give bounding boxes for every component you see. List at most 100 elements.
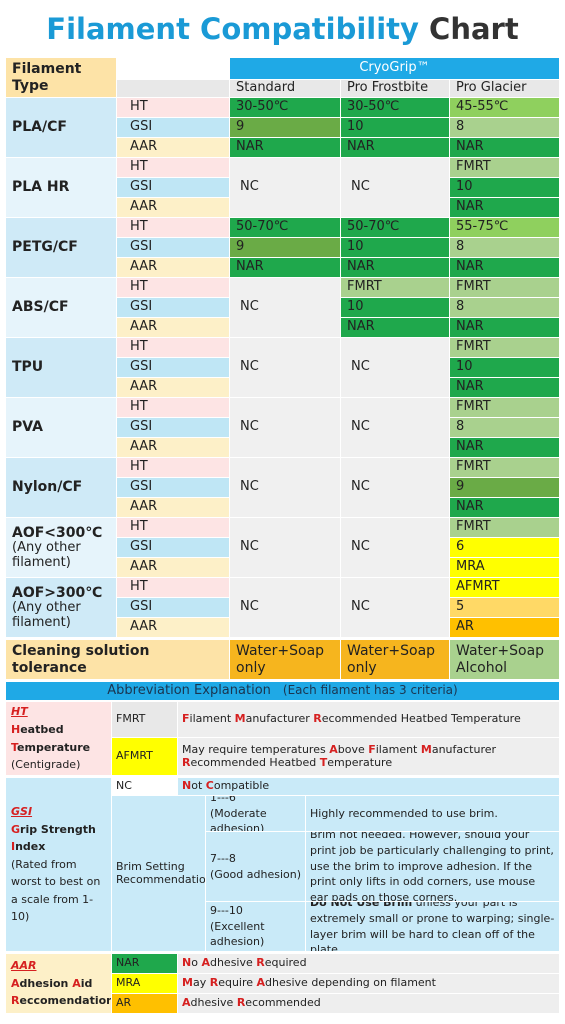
filament-cell: TPU xyxy=(6,338,116,397)
code-cell: FMRT xyxy=(112,702,177,737)
code-cell: AFMRT xyxy=(112,738,177,775)
filament-name: PVA xyxy=(12,419,43,436)
cleaning-cell: Water+Soap only xyxy=(230,640,340,679)
title-main: Filament Compatibility xyxy=(46,12,419,46)
text-run: C xyxy=(205,779,214,793)
value-cell: FMRT xyxy=(450,458,559,477)
label-note: (Rated from worst to best on a scale fro… xyxy=(11,857,101,924)
desc-cell: May Require Adhesive depending on filame… xyxy=(178,974,559,993)
value-cell: FMRT xyxy=(450,518,559,537)
label-note: (Centigrade) xyxy=(11,758,81,772)
value-cell: NAR xyxy=(341,138,449,157)
desc-cell: Adhesive Recommended xyxy=(178,994,559,1013)
legend-label: AAR Adhesion Aid Reccomendation xyxy=(6,954,111,1013)
text-run: o xyxy=(191,956,202,970)
text-run: M xyxy=(234,712,246,726)
brim-range: 7---8 (Good adhesion) xyxy=(206,832,305,901)
nc-cell: NC xyxy=(341,458,449,517)
value-cell: 10 xyxy=(341,298,449,317)
criteria-cell: AAR xyxy=(117,498,229,517)
nc-cell: NC xyxy=(230,518,340,577)
criteria-cell: HT xyxy=(117,338,229,357)
range: 9---10 xyxy=(210,904,243,918)
text-run: ecommended xyxy=(245,996,321,1010)
criteria-cell: AAR xyxy=(117,558,229,577)
column-header: Pro Frostbite xyxy=(341,80,449,97)
value-cell: NAR xyxy=(230,258,340,277)
text-run: A xyxy=(329,742,338,756)
text-run: F xyxy=(368,742,376,756)
criteria-cell: GSI xyxy=(117,178,229,197)
filament-cell: ABS/CF xyxy=(6,278,116,337)
text-run: A xyxy=(182,996,191,1010)
text-run: A xyxy=(201,956,210,970)
desc-cell: Filament Manufacturer Recommended Heatbe… xyxy=(178,702,559,737)
text-run: N xyxy=(182,779,192,793)
criteria-cell: GSI xyxy=(117,358,229,377)
title-accent: Chart xyxy=(429,12,519,46)
text-run: anufacturer xyxy=(431,742,497,756)
text-run: eatbed xyxy=(20,722,64,736)
value-cell: NAR xyxy=(450,258,559,277)
desc-cell: No Adhesive Required xyxy=(178,954,559,973)
value-cell: NAR xyxy=(450,438,559,457)
criteria-cell: AAR xyxy=(117,318,229,337)
legend-title: Abbreviation Explanation xyxy=(107,682,271,698)
nc-cell: NC xyxy=(341,338,449,397)
text-run: T xyxy=(11,740,18,754)
label-line: Grip Strength xyxy=(11,821,96,839)
filament-note: (Any other filament) xyxy=(12,599,81,630)
page-title: Filament Compatibility Chart xyxy=(0,12,565,46)
brim-desc: Highly recommended to use brim. xyxy=(306,796,559,831)
text-run: N xyxy=(182,956,192,970)
filament-note: (Any other filament) xyxy=(12,539,81,570)
criteria-cell: AAR xyxy=(117,258,229,277)
criteria-cell: HT xyxy=(117,458,229,477)
nc-cell: NC xyxy=(341,398,449,457)
filament-name: AOF>300℃ xyxy=(12,584,103,601)
criteria-cell: HT xyxy=(117,158,229,177)
filament-cell: PVA xyxy=(6,398,116,457)
value-cell: 50-70℃ xyxy=(230,218,340,237)
desc-text: May Require Adhesive depending on filame… xyxy=(182,976,436,990)
label-code: GSI xyxy=(11,804,33,818)
text-run: A xyxy=(11,976,20,990)
filament-name: PLA/CF xyxy=(12,119,67,136)
value-cell: NAR xyxy=(341,258,449,277)
text-run: M xyxy=(420,742,432,756)
text-run: dhesive depending on filament xyxy=(265,976,436,990)
text-run: ecommended Heatbed xyxy=(190,755,320,769)
text-run: T xyxy=(319,755,328,769)
value-cell: FMRT xyxy=(450,278,559,297)
text-run: emperature xyxy=(327,755,393,769)
criteria-cell: AAR xyxy=(117,378,229,397)
nc-cell: NC xyxy=(341,518,449,577)
text-run: A xyxy=(72,976,81,990)
desc-text: No Adhesive Required xyxy=(182,956,307,970)
text-run: May require temperatures xyxy=(182,742,330,756)
range: 1---6 xyxy=(210,796,236,805)
text-run: R xyxy=(256,956,265,970)
value-cell: FMRT xyxy=(450,398,559,417)
label-line: Heatbed xyxy=(11,721,64,739)
text-run: bove xyxy=(337,742,369,756)
code-cell: NAR xyxy=(112,954,177,973)
blank-header xyxy=(117,80,229,97)
nc-cell: NC xyxy=(230,398,340,457)
criteria-cell: GSI xyxy=(117,118,229,137)
value-cell: 50-70℃ xyxy=(341,218,449,237)
text-run: ecommended Heatbed Temperature xyxy=(321,712,521,726)
label-code: AAR xyxy=(11,959,37,973)
text-run: Do Not Use Brim xyxy=(310,902,413,909)
value-cell: 45-55℃ xyxy=(450,98,559,117)
value-cell: 8 xyxy=(450,298,559,317)
value-cell: NAR xyxy=(230,138,340,157)
filament-name: AOF<300℃ xyxy=(12,524,103,541)
column-header: Pro Glacier xyxy=(450,80,559,97)
value-cell: 8 xyxy=(450,418,559,437)
criteria-cell: GSI xyxy=(117,598,229,617)
text-run: rip Strength xyxy=(20,822,96,836)
criteria-cell: GSI xyxy=(117,478,229,497)
text-run: R xyxy=(182,755,191,769)
text-run: dhesive xyxy=(209,956,257,970)
